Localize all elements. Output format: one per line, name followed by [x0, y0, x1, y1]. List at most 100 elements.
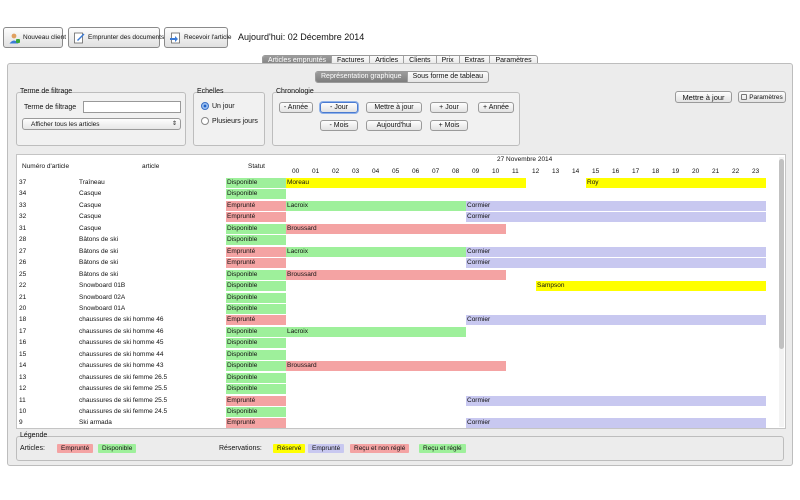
tab-graphique[interactable]: Représentation graphique: [316, 72, 408, 82]
legend-recu-non-regle: Reçu et non réglé: [350, 444, 410, 453]
reservation-bar[interactable]: Broussard: [286, 223, 506, 234]
grid-date-label: 27 Novembre 2014: [497, 156, 553, 163]
row-article-name[interactable]: Snowboard 01B: [79, 282, 126, 290]
borrow-documents-button[interactable]: Emprunter des documents: [68, 27, 164, 48]
plus-day-button[interactable]: + Jour: [430, 102, 468, 113]
row-article-name[interactable]: Bâtons de ski: [79, 236, 119, 244]
row-article-name[interactable]: chaussures de ski homme 46: [79, 316, 164, 324]
filter-field-label: Terme de filtrage: [24, 104, 77, 111]
col-header-status: Statut: [248, 163, 265, 170]
legend-emprunte: Emprunté: [57, 444, 94, 453]
tab-parametres[interactable]: Paramètres: [495, 57, 532, 64]
legend-recu-regle: Reçu et réglé: [419, 444, 466, 453]
row-article-name[interactable]: Ski armada: [79, 419, 112, 427]
row-status: Disponible: [226, 292, 286, 303]
receive-article-label: Recevoir l'article: [184, 34, 232, 41]
grid-scrollbar[interactable]: [779, 157, 784, 427]
tab-prix[interactable]: Prix: [437, 56, 460, 66]
minus-day-button[interactable]: - Jour: [320, 102, 358, 113]
plus-year-button[interactable]: + Année: [478, 102, 514, 113]
reservation-bar[interactable]: Lacroix: [286, 200, 466, 211]
reservation-bar[interactable]: Cormier: [466, 246, 766, 257]
row-article-name[interactable]: Bâtons de ski: [79, 270, 119, 278]
scales-group: [193, 92, 265, 146]
plus-month-button[interactable]: + Mois: [430, 120, 468, 131]
update-button[interactable]: Mettre à jour: [675, 91, 732, 103]
tab-clients[interactable]: Clients: [404, 56, 437, 66]
row-article-name[interactable]: Bâtons de ski: [79, 259, 119, 267]
row-article-name[interactable]: chaussures de ski homme 43: [79, 362, 164, 370]
tab-articles[interactable]: Articles: [370, 56, 405, 66]
row-status: Disponible: [226, 223, 286, 234]
row-status: Disponible: [226, 269, 286, 280]
row-number: 16: [19, 339, 27, 347]
row-status: Emprunté: [226, 315, 286, 326]
row-article-name[interactable]: Traîneau: [79, 179, 105, 186]
hour-label: 08: [452, 168, 460, 175]
reservation-bar[interactable]: Cormier: [466, 395, 766, 406]
reservation-bar[interactable]: Cormier: [466, 258, 766, 269]
today-button[interactable]: Aujourd'hui: [366, 120, 422, 131]
row-status: Disponible: [226, 361, 286, 372]
row-status: Disponible: [226, 189, 286, 200]
reservation-bar[interactable]: Lacroix: [286, 246, 466, 257]
tab-tableau[interactable]: Sous forme de tableau: [412, 73, 483, 80]
row-article-name[interactable]: chaussures de ski femme 25.5: [79, 396, 168, 404]
row-article-name[interactable]: Snowboard 02A: [79, 293, 126, 301]
reservation-bar[interactable]: Lacroix: [286, 326, 466, 337]
hour-label: 23: [752, 168, 760, 175]
row-status: Emprunté: [226, 395, 286, 406]
chrono-update-button[interactable]: Mettre à jour: [366, 102, 422, 113]
row-article-name[interactable]: chaussures de ski femme 24.5: [79, 408, 168, 415]
hour-label: 05: [392, 168, 400, 175]
reservation-bar[interactable]: Roy: [586, 178, 766, 188]
reservation-bar[interactable]: Sampson: [536, 281, 766, 292]
reservation-bar[interactable]: Broussard: [286, 269, 506, 280]
settings-icon: [741, 94, 748, 100]
minus-year-button[interactable]: - Année: [279, 102, 313, 113]
row-article-name[interactable]: chaussures de ski homme 44: [79, 350, 164, 358]
filter-group-title: Terme de filtrage: [20, 88, 73, 95]
reservation-bar[interactable]: Cormier: [466, 212, 766, 223]
select-arrows-icon: ⇕: [171, 121, 177, 127]
hour-label: 15: [592, 168, 600, 175]
row-article-name[interactable]: chaussures de ski homme 45: [79, 339, 164, 347]
row-article-name[interactable]: Casque: [79, 201, 102, 209]
col-header-article: article: [142, 163, 160, 170]
tab-extras[interactable]: Extras: [460, 56, 491, 66]
legend-reserve: Réservé: [273, 444, 306, 453]
settings-button-label: Paramètres: [749, 93, 783, 101]
row-status: Disponible: [226, 326, 286, 337]
legend-articles-label: Articles:: [20, 445, 45, 452]
row-article-name[interactable]: Casque: [79, 213, 102, 221]
filter-select[interactable]: Afficher tous les articles ⇕: [22, 118, 181, 130]
receive-article-button[interactable]: Recevoir l'article: [164, 27, 232, 48]
radio-plusieurs-jours[interactable]: Plusieurs jours: [201, 117, 258, 125]
reservation-bar[interactable]: Cormier: [466, 418, 766, 429]
tab-factures[interactable]: Factures: [332, 56, 371, 66]
reservation-bar[interactable]: Cormier: [466, 200, 766, 211]
radio-plusieurs-jours-label: Plusieurs jours: [212, 117, 258, 125]
filter-input[interactable]: [83, 101, 181, 113]
row-status: Disponible: [226, 372, 286, 383]
minus-month-button[interactable]: - Mois: [320, 120, 358, 131]
new-client-label: Nouveau client: [23, 34, 66, 41]
legend-disponible: Disponible: [98, 444, 137, 453]
radio-un-jour[interactable]: Un jour: [201, 102, 235, 110]
new-client-button[interactable]: Nouveau client: [3, 27, 66, 48]
reservation-bar[interactable]: Broussard: [286, 361, 506, 372]
grid-scrollbar-thumb[interactable]: [779, 159, 784, 349]
legend-reservations-label: Réservations:: [219, 445, 262, 452]
radio-un-jour-label: Un jour: [212, 102, 235, 110]
reservation-bar[interactable]: Moreau: [286, 178, 526, 188]
row-article-name[interactable]: chaussures de ski homme 46: [79, 327, 164, 335]
row-article-name[interactable]: Casque: [79, 224, 102, 232]
row-article-name[interactable]: chaussures de ski femme 25.5: [79, 385, 168, 393]
reservation-bar[interactable]: Cormier: [466, 315, 766, 326]
tab-articles-empruntes[interactable]: Articles empruntés: [263, 56, 332, 66]
row-article-name[interactable]: Casque: [79, 190, 102, 198]
row-article-name[interactable]: chaussures de ski femme 26.5: [79, 373, 168, 381]
row-article-name[interactable]: Snowboard 01A: [79, 304, 126, 312]
row-article-name[interactable]: Bâtons de ski: [79, 247, 119, 255]
settings-button[interactable]: Paramètres: [738, 91, 786, 103]
